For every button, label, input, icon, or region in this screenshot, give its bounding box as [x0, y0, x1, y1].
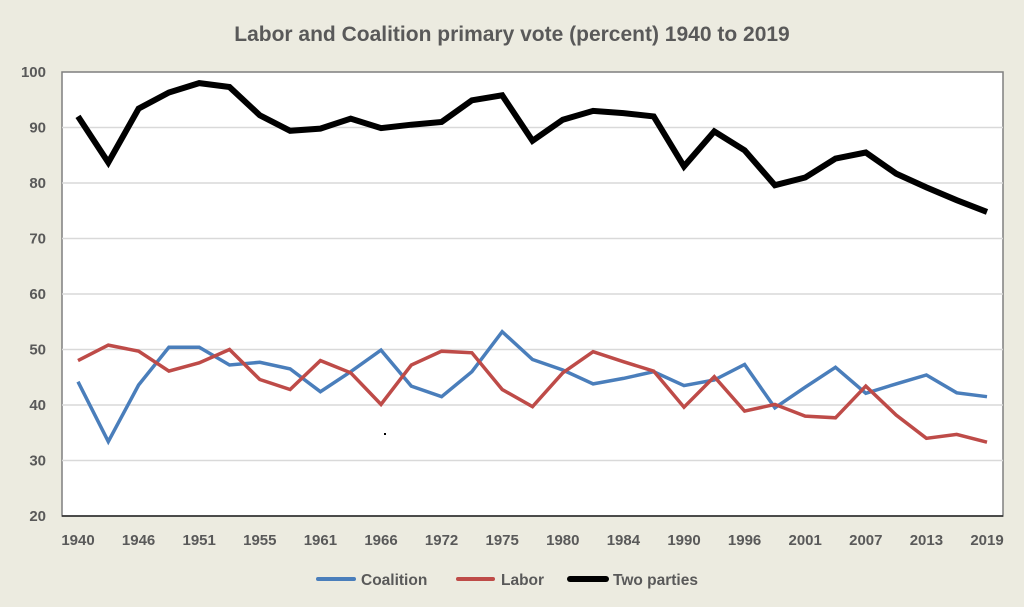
legend-label-coalition: Coalition — [361, 572, 427, 589]
y-tick-label: 50 — [29, 342, 46, 359]
x-tick-label: 1972 — [425, 532, 458, 549]
y-tick-label: 60 — [29, 286, 46, 303]
series-coalition — [76, 329, 988, 446]
series-two-parties — [75, 80, 989, 215]
legend: Coalition Labor Two parties — [316, 572, 698, 589]
series-labor — [77, 343, 988, 444]
y-axis-ticks: 20 30 40 50 60 70 80 90 100 — [21, 64, 46, 525]
x-tick-label: 1961 — [304, 532, 337, 549]
stray-dot — [384, 433, 386, 435]
x-tick-label: 1951 — [183, 532, 216, 549]
x-tick-label: 1975 — [486, 532, 519, 549]
x-tick-label: 2001 — [789, 532, 822, 549]
x-tick-label: 2019 — [970, 532, 1003, 549]
x-axis-ticks: 1940 1946 1951 1955 1961 1966 1972 1975 1980 1984… — [61, 532, 1003, 549]
y-tick-label: 70 — [29, 231, 46, 248]
y-tick-label: 80 — [29, 175, 46, 192]
y-tick-label: 100 — [21, 64, 46, 81]
y-tick-label: 30 — [29, 453, 46, 470]
y-tick-label: 20 — [29, 508, 46, 525]
x-tick-label: 2013 — [910, 532, 943, 549]
x-tick-label: 1996 — [728, 532, 761, 549]
y-tick-label: 90 — [29, 120, 46, 137]
series-lines — [75, 80, 989, 446]
legend-label-labor: Labor — [501, 572, 544, 589]
legend-label-two-parties: Two parties — [613, 572, 698, 589]
x-tick-label: 2007 — [849, 532, 882, 549]
chart-title: Labor and Coalition primary vote (percen… — [234, 23, 790, 46]
x-tick-label: 1955 — [243, 532, 276, 549]
x-tick-label: 1980 — [546, 532, 579, 549]
y-tick-label: 40 — [29, 397, 46, 414]
x-tick-label: 1966 — [364, 532, 397, 549]
x-tick-label: 1990 — [667, 532, 700, 549]
x-tick-label: 1984 — [607, 532, 641, 549]
x-tick-label: 1940 — [61, 532, 94, 549]
x-tick-label: 1946 — [122, 532, 155, 549]
